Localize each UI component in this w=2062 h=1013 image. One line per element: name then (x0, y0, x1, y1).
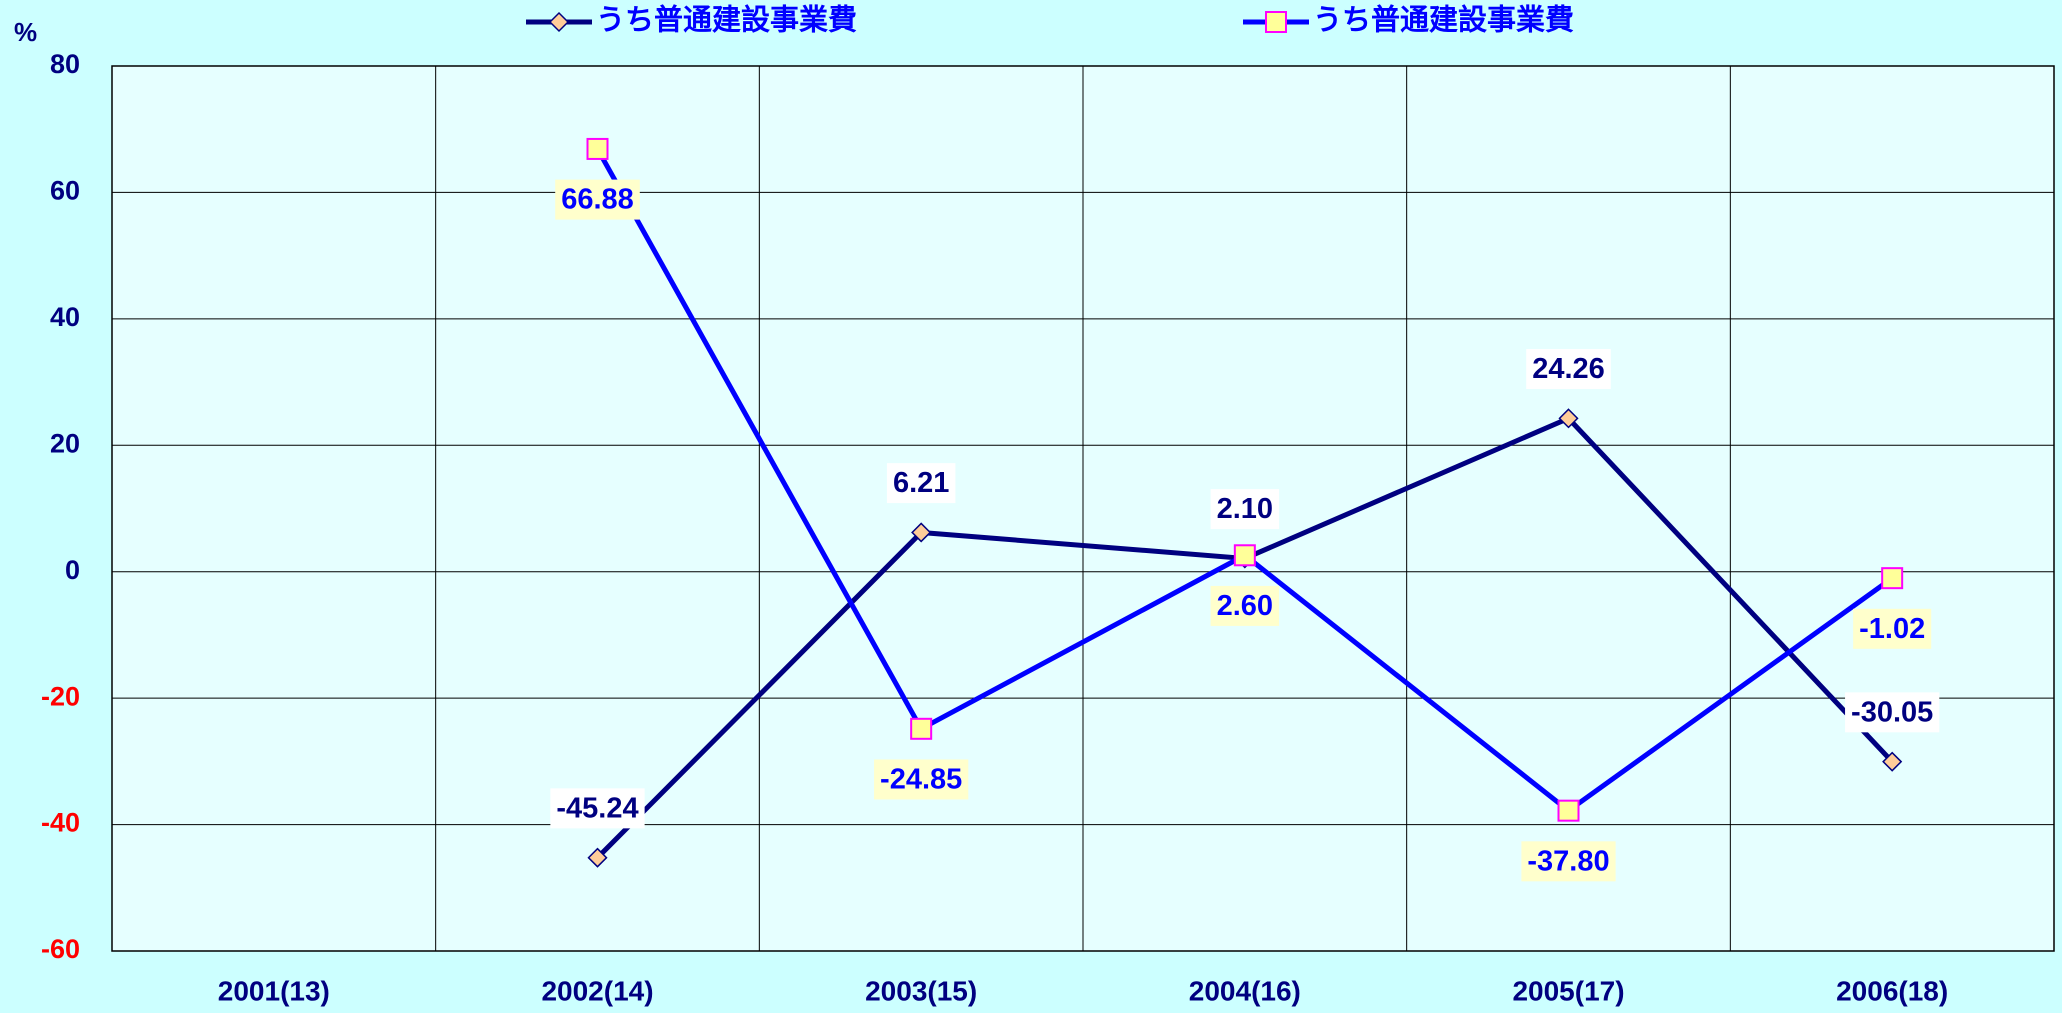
data-point (586, 137, 609, 160)
data-label: 2.60 (1217, 590, 1273, 622)
data-label: -24.85 (880, 763, 962, 795)
data-label: 66.88 (561, 184, 634, 216)
y-tick-label: 80 (50, 49, 80, 79)
data-point (1558, 408, 1579, 429)
data-label: 6.21 (893, 467, 949, 499)
data-point (1881, 567, 1904, 590)
legend-marker (1265, 11, 1287, 33)
data-label: 2.10 (1217, 493, 1273, 525)
data-label-box (1526, 349, 1611, 390)
x-tick-label: 2005(17) (1512, 975, 1624, 1006)
data-label-box (1853, 608, 1932, 649)
data-point (1557, 799, 1580, 822)
data-label: -45.24 (556, 792, 638, 824)
y-tick-label: -20 (41, 681, 80, 711)
y-axis-label: % (14, 17, 37, 47)
y-tick-label: -60 (41, 934, 80, 964)
data-label-box (555, 179, 640, 220)
data-label-box (1210, 585, 1280, 626)
y-tick-label: 0 (65, 555, 80, 585)
legend-label: うち普通建設事業費 (1313, 3, 1574, 37)
legend-marker (548, 11, 570, 33)
legend-label: うち普通建設事業費 (596, 3, 857, 37)
data-point (587, 847, 608, 868)
data-label: -30.05 (1851, 696, 1933, 728)
data-point (1233, 544, 1256, 567)
y-tick-label: -40 (41, 808, 80, 838)
y-tick-label: 60 (50, 176, 80, 206)
x-tick-label: 2004(16) (1189, 975, 1301, 1006)
data-label: -1.02 (1859, 613, 1925, 645)
x-tick-label: 2001(13) (218, 975, 330, 1006)
data-label: 24.26 (1532, 353, 1605, 385)
y-tick-label: 20 (50, 428, 80, 458)
data-point (910, 717, 933, 740)
data-label-box (874, 759, 969, 800)
x-tick-label: 2002(14) (541, 975, 653, 1006)
x-tick-label: 2003(15) (865, 975, 977, 1006)
data-label-box (1521, 841, 1616, 882)
data-label-box (1210, 489, 1280, 530)
data-label-box (550, 788, 645, 829)
y-tick-label: 40 (50, 302, 80, 332)
data-label: -37.80 (1527, 845, 1609, 877)
data-point (1882, 751, 1903, 772)
data-point (911, 522, 932, 543)
x-tick-label: 2006(18) (1836, 975, 1948, 1006)
data-label-box (886, 463, 956, 504)
data-label-box (1845, 692, 1940, 733)
